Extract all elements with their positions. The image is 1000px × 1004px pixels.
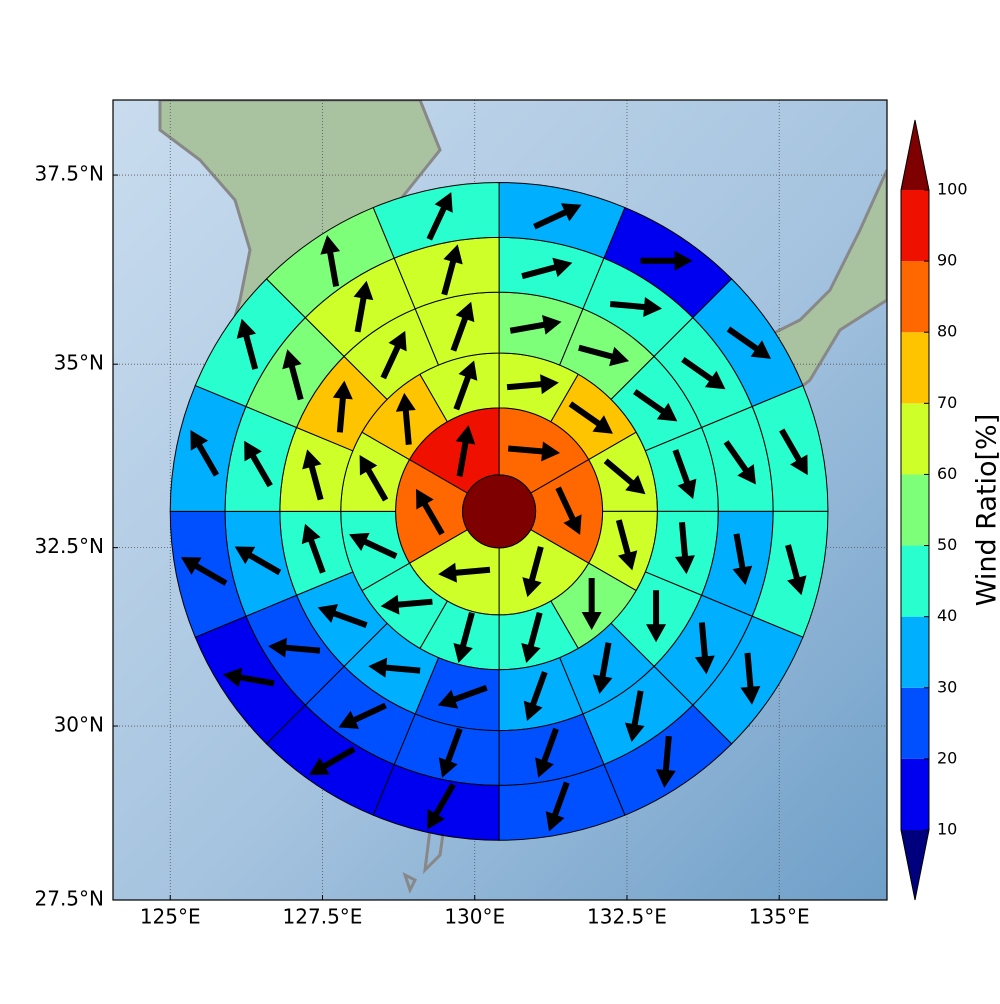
colorbar-segment xyxy=(901,759,929,830)
y-tick-label: 27.5°N xyxy=(35,887,105,911)
colorbar-segment xyxy=(901,617,929,688)
colorbar-tick-label: 10 xyxy=(937,820,957,839)
colorbar-extend-max xyxy=(901,120,929,190)
sectors xyxy=(170,183,828,841)
colorbar-label: Wind Ratio[%] xyxy=(972,414,1000,606)
colorbar: 10 20 30 40 50 60 70 80 90 100 xyxy=(901,120,968,900)
colorbar-segment xyxy=(901,403,929,474)
x-tick-label: 127.5°E xyxy=(283,905,363,929)
colorbar-segment xyxy=(901,688,929,759)
x-tick-label: 135°E xyxy=(749,905,810,929)
colorbar-tick-label: 90 xyxy=(937,251,957,270)
colorbar-tick-label: 30 xyxy=(937,677,957,696)
colorbar-extend-min xyxy=(901,830,929,900)
colorbar-segment xyxy=(901,474,929,545)
colorbar-segment xyxy=(901,332,929,403)
center-disc xyxy=(463,475,536,548)
y-tick-label: 37.5°N xyxy=(35,162,105,186)
colorbar-tick-label: 80 xyxy=(937,322,957,341)
x-tick-label: 130°E xyxy=(444,905,505,929)
colorbar-segment xyxy=(901,546,929,617)
colorbar-tick-label: 40 xyxy=(937,606,957,625)
colorbar-tick-label: 100 xyxy=(937,180,968,199)
x-tick-label: 132.5°E xyxy=(587,905,667,929)
colorbar-tick-label: 60 xyxy=(937,464,957,483)
colorbar-segment xyxy=(901,190,929,261)
y-tick-label: 35°N xyxy=(54,351,104,375)
x-tick-label: 125°E xyxy=(140,905,201,929)
colorbar-tick-label: 20 xyxy=(937,748,957,767)
colorbar-segment xyxy=(901,261,929,332)
y-tick-label: 30°N xyxy=(54,713,104,737)
colorbar-tick-label: 70 xyxy=(937,393,957,412)
y-tick-label: 32.5°N xyxy=(35,534,105,558)
colorbar-tick-label: 50 xyxy=(937,535,957,554)
